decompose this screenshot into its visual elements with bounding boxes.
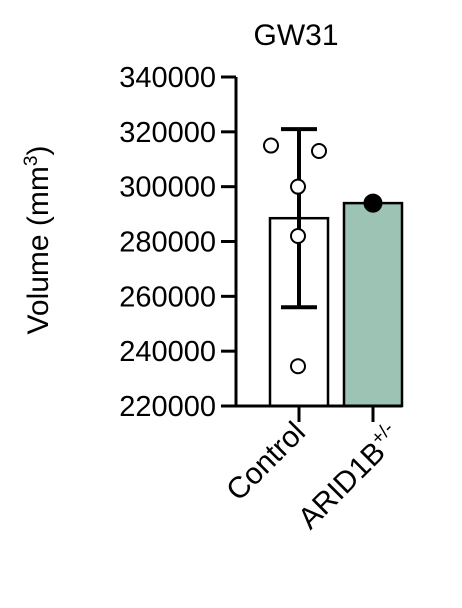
data-point [263,137,279,154]
x-tick-label: Control [220,416,312,508]
data-point [290,178,306,195]
y-tick-label: 320000 [119,117,216,149]
data-point [290,228,306,245]
data-point [311,143,327,160]
x-axis-ticks [297,406,375,422]
y-tick-label: 240000 [119,336,216,368]
y-tick-label: 340000 [119,62,216,94]
y-tick-label: 220000 [119,391,216,423]
y-axis-ticks: 220000 240000 260000 280000 300000 320000 3400… [119,62,236,423]
y-tick-label: 280000 [119,227,216,259]
data-point [290,358,306,375]
chart-title: GW31 [253,19,338,52]
data-points [263,137,383,375]
error-bars [281,127,317,310]
bar-arid1b [342,201,404,408]
y-axis-label: Volume (mm3) [21,146,55,335]
y-axis-label-superscript: 3 [21,156,42,167]
data-point [363,193,383,213]
y-tick-label: 260000 [119,281,216,313]
bars [268,201,404,408]
y-tick-label: 300000 [119,172,216,204]
